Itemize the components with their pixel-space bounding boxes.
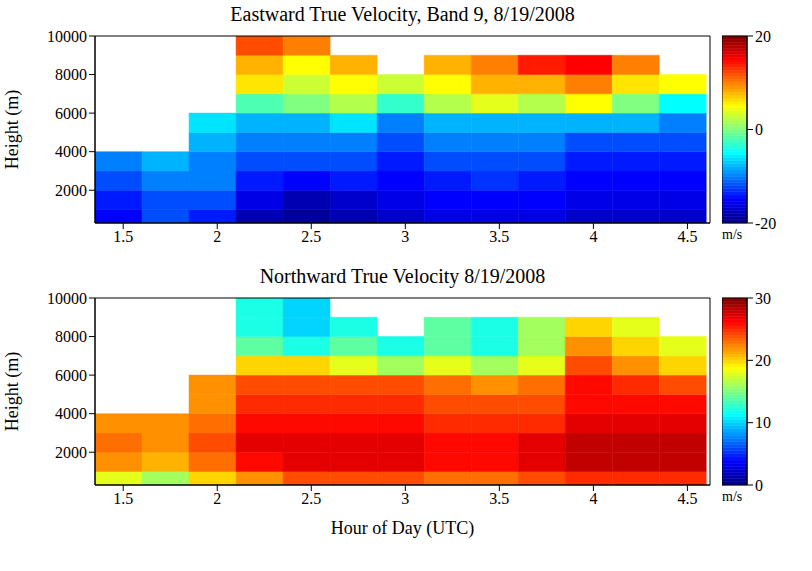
svg-text:2000: 2000 <box>55 182 87 199</box>
svg-text:6000: 6000 <box>55 367 87 384</box>
svg-text:2000: 2000 <box>55 444 87 461</box>
svg-text:-20: -20 <box>755 215 776 232</box>
svg-text:4: 4 <box>589 228 597 245</box>
svg-text:Height (m): Height (m) <box>2 90 23 169</box>
html-text:Northward True Velocity 8/19/2: Northward True Velocity 8/19/2008 <box>259 265 546 287</box>
svg-text:30: 30 <box>755 290 771 307</box>
html-text:m/s: m/s <box>722 227 743 242</box>
svg-text:0: 0 <box>755 477 763 494</box>
svg-text:2: 2 <box>213 490 221 507</box>
svg-text:20: 20 <box>755 352 771 369</box>
svg-text:2: 2 <box>213 228 221 245</box>
svg-text:4: 4 <box>589 490 597 507</box>
svg-text:1.5: 1.5 <box>113 228 133 245</box>
svg-text:10000: 10000 <box>47 28 87 45</box>
svg-text:8000: 8000 <box>55 328 87 345</box>
html-text:Hour of Day (UTC): Hour of Day (UTC) <box>330 518 475 538</box>
svg-text:3.5: 3.5 <box>489 490 509 507</box>
svg-text:20: 20 <box>755 28 771 45</box>
svg-text:2.5: 2.5 <box>301 228 321 245</box>
html-text:Eastward True Velocity, Band 9: Eastward True Velocity, Band 9, 8/19/200… <box>230 3 575 25</box>
svg-text:4000: 4000 <box>55 405 87 422</box>
svg-text:4.5: 4.5 <box>677 490 697 507</box>
svg-text:3: 3 <box>401 228 409 245</box>
svg-text:2.5: 2.5 <box>301 490 321 507</box>
svg-text:10000: 10000 <box>47 290 87 307</box>
html-text:m/s: m/s <box>722 489 743 504</box>
svg-text:Height (m): Height (m) <box>2 352 23 431</box>
svg-text:1.5: 1.5 <box>113 490 133 507</box>
svg-text:3.5: 3.5 <box>489 228 509 245</box>
svg-text:8000: 8000 <box>55 66 87 83</box>
svg-text:4000: 4000 <box>55 143 87 160</box>
svg-text:6000: 6000 <box>55 105 87 122</box>
svg-text:10: 10 <box>755 414 771 431</box>
svg-text:0: 0 <box>755 121 763 138</box>
svg-text:3: 3 <box>401 490 409 507</box>
svg-text:4.5: 4.5 <box>677 228 697 245</box>
